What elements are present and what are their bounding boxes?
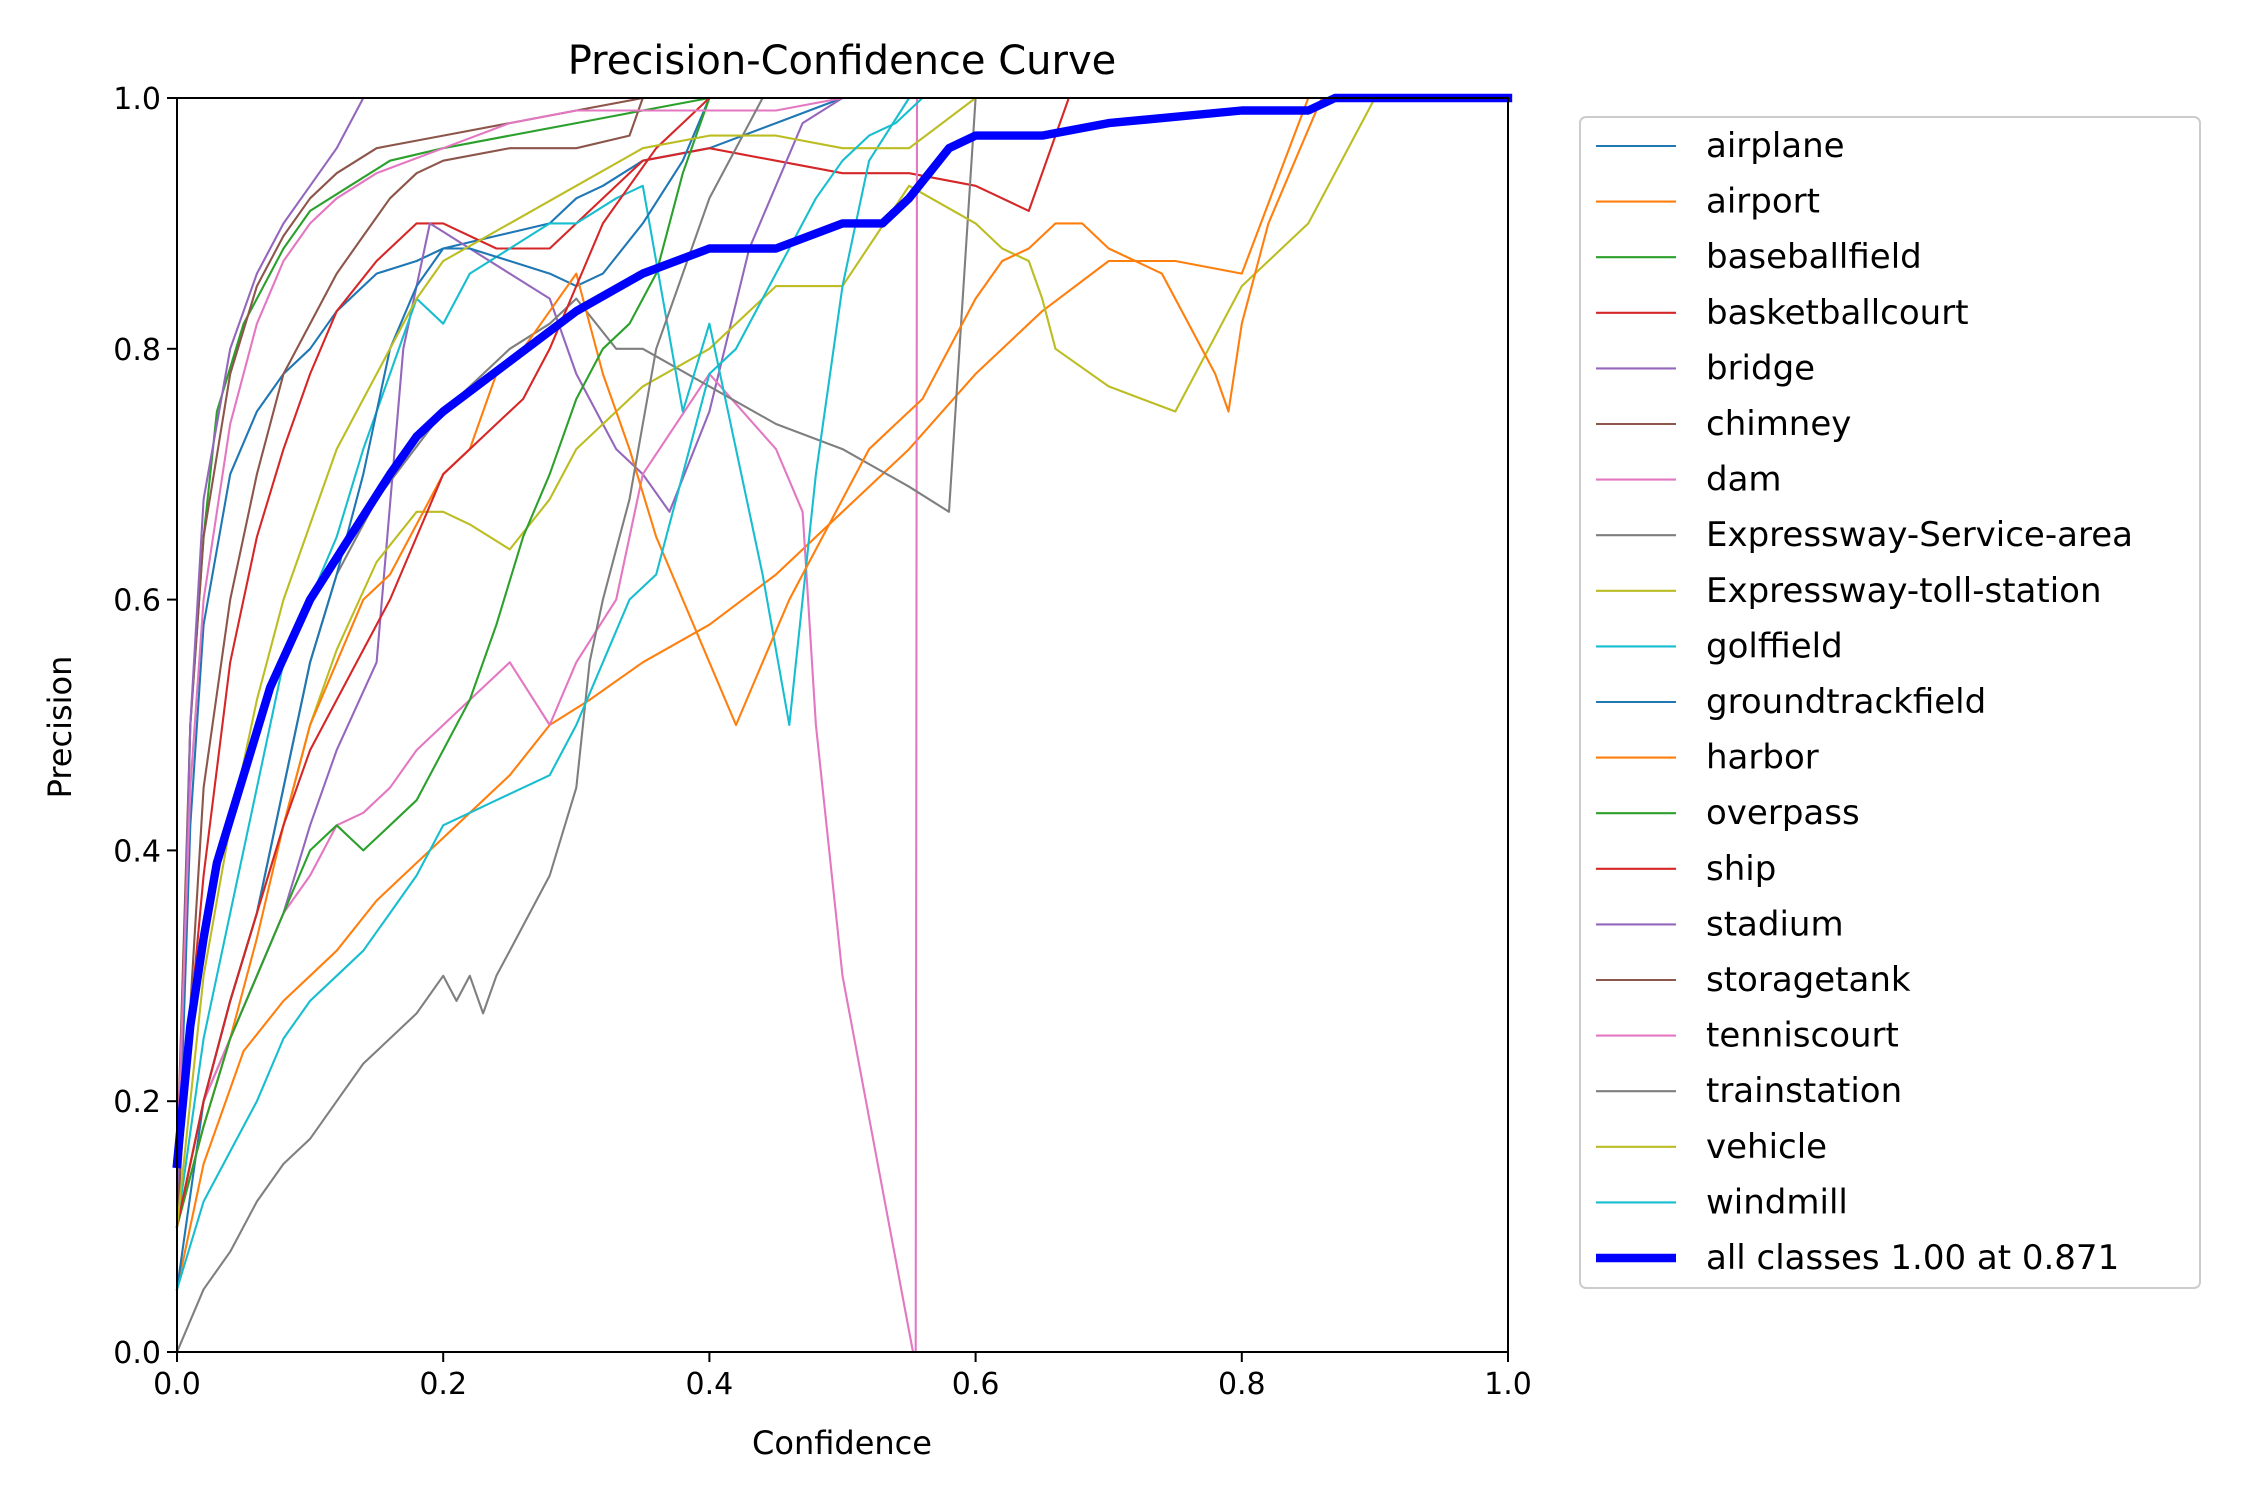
plot-background: [177, 98, 1508, 1352]
legend-label-bridge: bridge: [1706, 348, 1815, 388]
legend-label-tenniscourt: tenniscourt: [1706, 1016, 1899, 1056]
legend-label-basketballcourt: basketballcourt: [1706, 293, 1969, 333]
legend-label-airport: airport: [1706, 182, 1820, 222]
x-tick-label: 0.4: [686, 1367, 734, 1402]
y-axis: 0.0 0.2 0.4 0.6 0.8 1.0: [113, 82, 177, 1371]
y-tick-label: 0.2: [113, 1085, 161, 1120]
series-line-harbor: [175, 96, 1510, 1228]
legend-label-overpass: overpass: [1706, 793, 1860, 833]
legend-label-storagetank: storagetank: [1706, 960, 1911, 1000]
plot-area: [172, 93, 1513, 1354]
legend-label-harbor: harbor: [1706, 738, 1819, 778]
legend-label-baseballfield: baseballfield: [1706, 237, 1922, 277]
chart-title: Precision-Confidence Curve: [568, 38, 1117, 84]
x-tick-label: 0.2: [419, 1367, 467, 1402]
x-axis: 0.0 0.2 0.4 0.6 0.8 1.0: [153, 1352, 1532, 1402]
legend-label-stadium: stadium: [1706, 904, 1844, 944]
series-line-windmill: [175, 96, 1510, 1291]
y-tick-label: 0.0: [113, 1336, 161, 1371]
legend-items: airplane airport baseballfield basketballco…: [1596, 126, 2133, 1278]
x-tick-label: 0.6: [952, 1367, 1000, 1402]
y-tick-label: 1.0: [113, 82, 161, 117]
x-tick-label: 1.0: [1484, 1367, 1532, 1402]
legend-label-dam: dam: [1706, 460, 1782, 500]
legend-label-expressway-service-area: Expressway-Service-area: [1706, 515, 2133, 555]
legend-label-windmill: windmill: [1706, 1182, 1848, 1222]
x-axis-label: Confidence: [752, 1424, 932, 1462]
legend-label-golffield: golffield: [1706, 626, 1843, 666]
legend: airplane airport baseballfield basketballco…: [1579, 116, 2201, 1289]
series-line-all-classes-1-00-at-0-871: [172, 93, 1513, 1169]
y-tick-label: 0.8: [113, 333, 161, 368]
legend-frame: [1579, 116, 2201, 1289]
series-line-airport: [175, 96, 1510, 1291]
y-axis-label: Precision: [41, 656, 79, 799]
legend-label-all-classes-1-00-at-0-871: all classes 1.00 at 0.871: [1706, 1238, 2119, 1278]
legend-label-chimney: chimney: [1706, 404, 1851, 444]
legend-label-airplane: airplane: [1706, 126, 1845, 166]
legend-label-vehicle: vehicle: [1706, 1127, 1827, 1167]
y-tick-label: 0.4: [113, 834, 161, 869]
x-tick-label: 0.0: [153, 1367, 201, 1402]
legend-label-trainstation: trainstation: [1706, 1071, 1902, 1111]
x-tick-label: 0.8: [1218, 1367, 1266, 1402]
legend-label-groundtrackfield: groundtrackfield: [1706, 682, 1986, 722]
legend-label-ship: ship: [1706, 849, 1776, 889]
legend-label-expressway-toll-station: Expressway-toll-station: [1706, 571, 2102, 611]
y-tick-label: 0.6: [113, 584, 161, 619]
plot-frame: [176, 97, 1509, 1353]
